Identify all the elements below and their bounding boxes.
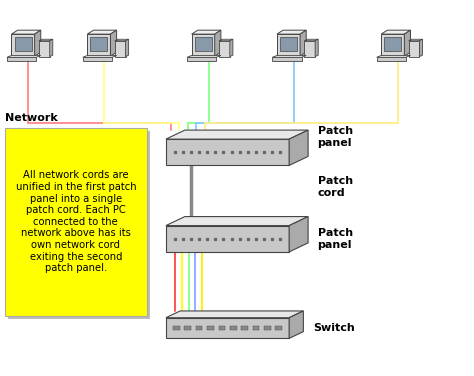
Polygon shape bbox=[166, 130, 308, 139]
Polygon shape bbox=[381, 34, 404, 56]
Polygon shape bbox=[126, 39, 128, 57]
Polygon shape bbox=[409, 39, 422, 41]
Polygon shape bbox=[91, 37, 107, 51]
Text: Patch
cord: Patch cord bbox=[318, 176, 353, 198]
Polygon shape bbox=[219, 41, 230, 57]
FancyBboxPatch shape bbox=[253, 326, 259, 331]
Polygon shape bbox=[11, 34, 35, 56]
Text: Patch
panel: Patch panel bbox=[318, 228, 353, 250]
Polygon shape bbox=[82, 55, 117, 57]
Polygon shape bbox=[376, 57, 406, 61]
FancyBboxPatch shape bbox=[173, 326, 180, 331]
Text: Switch: Switch bbox=[313, 323, 355, 333]
Polygon shape bbox=[289, 311, 303, 338]
Polygon shape bbox=[300, 30, 306, 56]
Polygon shape bbox=[110, 30, 117, 56]
Polygon shape bbox=[419, 39, 422, 57]
Polygon shape bbox=[166, 318, 289, 338]
Text: All network cords are
unified in the first patch
panel into a single
patch cord.: All network cords are unified in the fir… bbox=[16, 170, 136, 273]
Polygon shape bbox=[277, 30, 306, 34]
Polygon shape bbox=[404, 30, 410, 56]
Polygon shape bbox=[277, 34, 300, 56]
Polygon shape bbox=[39, 39, 53, 41]
Polygon shape bbox=[166, 311, 303, 318]
Polygon shape bbox=[272, 57, 301, 61]
Text: Patch
panel: Patch panel bbox=[318, 126, 353, 148]
Polygon shape bbox=[409, 41, 419, 57]
Polygon shape bbox=[11, 30, 41, 34]
Polygon shape bbox=[7, 57, 36, 61]
Polygon shape bbox=[289, 217, 308, 252]
FancyBboxPatch shape bbox=[196, 326, 202, 331]
Polygon shape bbox=[115, 39, 128, 41]
Polygon shape bbox=[230, 39, 233, 57]
FancyBboxPatch shape bbox=[219, 326, 225, 331]
Polygon shape bbox=[35, 30, 41, 56]
Polygon shape bbox=[272, 55, 306, 57]
Polygon shape bbox=[87, 34, 110, 56]
FancyBboxPatch shape bbox=[275, 326, 282, 331]
Polygon shape bbox=[376, 55, 410, 57]
Polygon shape bbox=[289, 130, 308, 165]
FancyBboxPatch shape bbox=[241, 326, 248, 331]
Polygon shape bbox=[15, 37, 31, 51]
Polygon shape bbox=[166, 217, 308, 226]
Polygon shape bbox=[304, 39, 318, 41]
Polygon shape bbox=[315, 39, 318, 57]
Polygon shape bbox=[381, 30, 410, 34]
Polygon shape bbox=[384, 37, 401, 51]
Polygon shape bbox=[304, 41, 315, 57]
Polygon shape bbox=[166, 226, 289, 252]
FancyBboxPatch shape bbox=[184, 326, 191, 331]
Polygon shape bbox=[195, 37, 211, 51]
Polygon shape bbox=[187, 57, 216, 61]
Polygon shape bbox=[82, 57, 112, 61]
Polygon shape bbox=[115, 41, 126, 57]
FancyBboxPatch shape bbox=[8, 131, 150, 319]
Polygon shape bbox=[191, 34, 215, 56]
Polygon shape bbox=[219, 39, 233, 41]
FancyBboxPatch shape bbox=[264, 326, 271, 331]
Polygon shape bbox=[280, 37, 297, 51]
Polygon shape bbox=[215, 30, 221, 56]
Polygon shape bbox=[187, 55, 221, 57]
Polygon shape bbox=[39, 41, 50, 57]
Polygon shape bbox=[87, 30, 117, 34]
Polygon shape bbox=[191, 30, 221, 34]
Polygon shape bbox=[50, 39, 53, 57]
Polygon shape bbox=[166, 139, 289, 165]
FancyBboxPatch shape bbox=[207, 326, 214, 331]
FancyBboxPatch shape bbox=[5, 128, 147, 316]
FancyBboxPatch shape bbox=[230, 326, 237, 331]
Text: Network: Network bbox=[5, 113, 57, 123]
Polygon shape bbox=[7, 55, 41, 57]
